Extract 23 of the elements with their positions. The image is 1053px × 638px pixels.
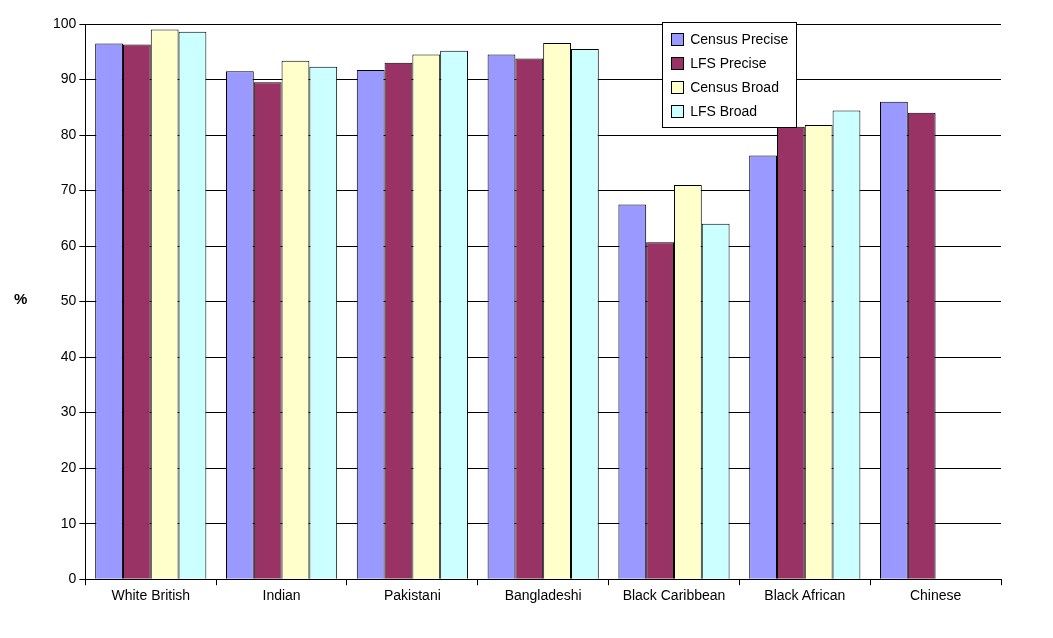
y-tick-label: 100 xyxy=(53,14,77,31)
legend-label: LFS Precise xyxy=(690,55,767,71)
y-tick-label: 90 xyxy=(60,70,77,87)
y-tick-label: 70 xyxy=(60,181,77,198)
x-tick-label: Indian xyxy=(262,587,301,604)
y-tick-label: 10 xyxy=(60,514,77,531)
y-tick-label: 30 xyxy=(60,403,77,420)
y-tick-label: 40 xyxy=(60,347,77,364)
x-tick-label: Pakistani xyxy=(383,587,441,604)
x-tick-label: Black African xyxy=(764,587,846,604)
y-tick-label: 0 xyxy=(68,570,77,587)
x-tick-label: Black Caribbean xyxy=(622,587,726,604)
x-tick-label: Bangladeshi xyxy=(504,587,582,604)
y-axis-title: % xyxy=(14,290,28,307)
legend-label: LFS Broad xyxy=(690,103,758,119)
legend-label: Census Broad xyxy=(690,79,779,95)
x-tick-label: Chinese xyxy=(909,587,962,604)
y-tick-label: 60 xyxy=(60,236,77,253)
y-tick-label: 20 xyxy=(60,459,77,476)
y-tick-label: 80 xyxy=(60,125,77,142)
x-tick-label: White British xyxy=(111,587,191,604)
legend-label: Census Precise xyxy=(690,31,789,47)
y-tick-label: 50 xyxy=(60,292,77,309)
